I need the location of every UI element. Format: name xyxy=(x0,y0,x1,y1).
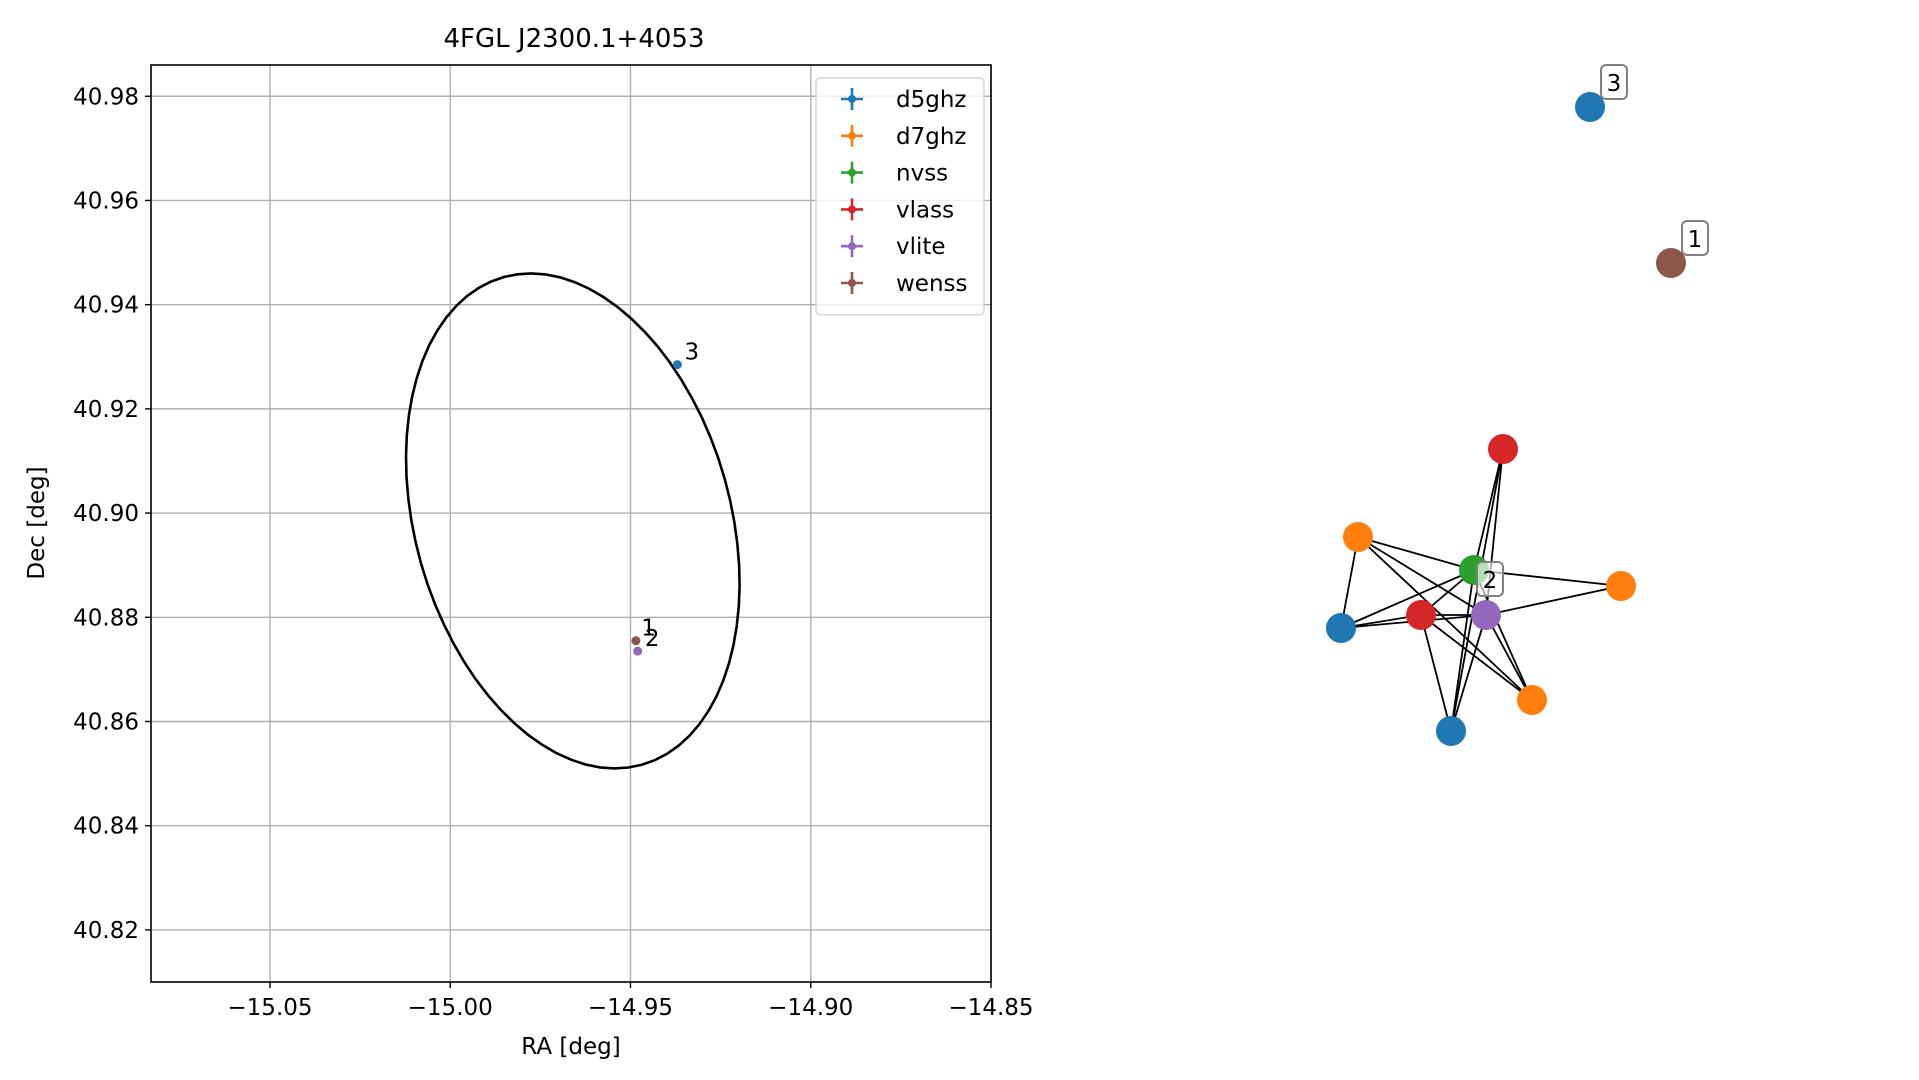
graph-edge xyxy=(1450,614,1487,732)
node-labels-layer: 3 1 2 xyxy=(1476,64,1709,597)
x-tick-label: −14.95 xyxy=(588,995,673,1021)
y-tick-label: 40.92 xyxy=(73,397,139,423)
legend-label-vlass: vlass xyxy=(896,197,954,223)
graph-edge xyxy=(1340,536,1359,629)
point-d5ghz xyxy=(672,360,682,370)
x-tick-label: −14.85 xyxy=(948,995,1033,1021)
point-wenss xyxy=(631,636,641,646)
y-tick-label: 40.86 xyxy=(73,709,139,735)
node-label: 2 xyxy=(1483,568,1498,594)
y-tick-label: 40.98 xyxy=(73,84,139,110)
graph-edge xyxy=(1473,448,1504,571)
graph-node xyxy=(1575,92,1605,122)
legend-label-d5ghz: d5ghz xyxy=(896,87,966,113)
graph-node xyxy=(1517,685,1547,715)
graph-node xyxy=(1471,600,1501,630)
y-tick-label: 40.96 xyxy=(73,188,139,214)
legend-box xyxy=(815,77,985,316)
graph-node xyxy=(1488,434,1518,464)
graph-node xyxy=(1436,716,1466,746)
y-tick-label: 40.90 xyxy=(73,501,139,527)
graph-edge xyxy=(1420,614,1452,732)
legend-marker-vlass xyxy=(848,205,856,214)
nodes-layer xyxy=(1326,92,1686,746)
graph-edge xyxy=(1357,536,1475,571)
graph-edge xyxy=(1450,569,1475,732)
point-annotation: 2 xyxy=(645,626,660,652)
y-tick-label: 40.88 xyxy=(73,605,139,631)
node-label-box xyxy=(1600,64,1628,100)
y-axis-ticks: 40.82 40.84 40.86 40.88 40.90 40.92 40.94 40.96… xyxy=(73,84,151,944)
graph-edge xyxy=(1485,585,1622,616)
x-axis-label: RA [deg] xyxy=(521,1034,620,1060)
node-label-box xyxy=(1681,220,1709,256)
legend-label-d7ghz: d7ghz xyxy=(896,124,966,150)
x-tick-label: −14.90 xyxy=(768,995,853,1021)
error-ellipse-layer xyxy=(404,272,741,770)
error-ellipse xyxy=(404,272,741,770)
graph-node xyxy=(1326,613,1356,643)
legend-marker-vlite xyxy=(848,242,856,251)
graph-node xyxy=(1606,571,1636,601)
graph-edge xyxy=(1340,569,1475,629)
legend-label-wenss: wenss xyxy=(896,271,968,297)
network-graph: 3 1 2 xyxy=(1326,64,1709,746)
point-vlite xyxy=(633,646,643,656)
graph-node xyxy=(1343,522,1373,552)
graph-node xyxy=(1656,248,1686,278)
x-tick-label: −15.00 xyxy=(408,995,493,1021)
x-tick-label: −15.05 xyxy=(227,995,312,1021)
graph-edge xyxy=(1420,614,1533,701)
legend-marker-d5ghz xyxy=(848,95,856,103)
points-layer xyxy=(631,360,682,656)
graph-edge xyxy=(1485,614,1533,701)
chart-title: 4FGL J2300.1+4053 xyxy=(444,24,705,54)
y-tick-label: 40.82 xyxy=(73,918,139,944)
annotation-layer: 12 3 xyxy=(641,339,699,652)
legend-label-nvss: nvss xyxy=(896,161,948,187)
point-annotation: 1 xyxy=(641,616,656,642)
scatter-chart: 4FGL J2300.1+4053 12 3 −15.05 −15.00 −14.95… xyxy=(24,24,1034,1060)
plot-frame xyxy=(150,64,992,983)
node-label-box xyxy=(1476,561,1504,597)
node-label: 3 xyxy=(1607,71,1622,97)
legend-label-vlite: vlite xyxy=(896,234,946,260)
x-axis-ticks: −15.05 −15.00 −14.95 −14.90 −14.85 xyxy=(227,982,1034,1021)
legend-marker-d7ghz xyxy=(848,131,856,140)
legend-marker-wenss xyxy=(848,279,856,287)
graph-node xyxy=(1406,600,1436,630)
legend: d5ghz d7ghz nvss vlass vlite wenss xyxy=(815,77,985,316)
graph-edge xyxy=(1357,536,1487,616)
node-label: 1 xyxy=(1688,227,1703,253)
y-tick-label: 40.94 xyxy=(73,293,139,319)
legend-marker-nvss xyxy=(848,168,856,177)
y-tick-label: 40.84 xyxy=(73,814,139,840)
y-axis-label: Dec [deg] xyxy=(24,466,50,579)
point-annotation: 3 xyxy=(685,339,700,365)
